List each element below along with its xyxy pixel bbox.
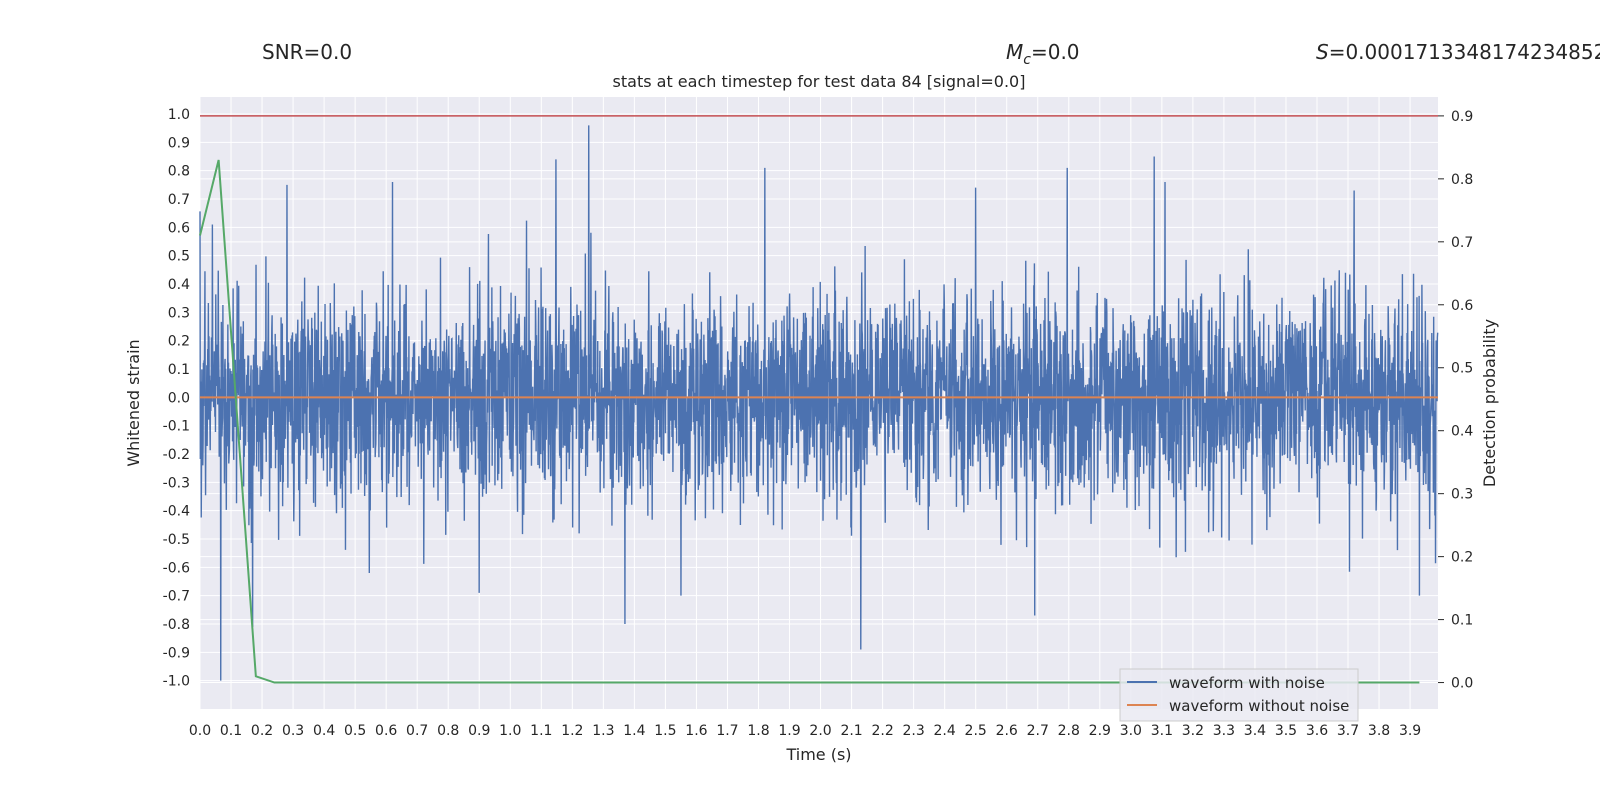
y-tick-label: -0.2 <box>163 447 190 463</box>
y-tick-label: 0.3 <box>168 305 190 321</box>
y-tick-label: -0.1 <box>163 419 190 435</box>
x-tick-label: 1.5 <box>654 723 676 739</box>
y-tick-label: 0.6 <box>168 220 190 236</box>
x-tick-label: 2.2 <box>871 723 893 739</box>
x-tick-label: 0.0 <box>189 723 211 739</box>
y2-tick-label: 0.1 <box>1451 613 1473 629</box>
y-tick-label: 0.9 <box>168 135 190 151</box>
x-tick-label: 3.2 <box>1182 723 1204 739</box>
x-tick-label: 1.0 <box>499 723 521 739</box>
x-tick-label: 2.4 <box>934 723 956 739</box>
y-tick-label: -0.7 <box>163 589 190 605</box>
x-tick-label: 3.9 <box>1399 723 1421 739</box>
y2-tick-label: 0.3 <box>1451 487 1473 503</box>
x-tick-label: 3.8 <box>1368 723 1390 739</box>
plot-marks <box>199 115 1439 684</box>
y2-tick-label: 0.5 <box>1451 361 1473 377</box>
x-tick-label: 0.5 <box>344 723 366 739</box>
x-tick-label: 0.7 <box>406 723 428 739</box>
x-tick-label: 1.7 <box>716 723 738 739</box>
y2-tick-label: 0.6 <box>1451 298 1473 314</box>
series-waveform-with-noise <box>199 125 1439 681</box>
x-tick-label: 1.3 <box>592 723 614 739</box>
x-tick-label: 1.9 <box>778 723 800 739</box>
s-stat-value: =0.00017133481742348523 <box>1328 40 1600 64</box>
legend-label-noise: waveform with noise <box>1169 674 1325 692</box>
y2-tick-label: 0.0 <box>1451 676 1473 692</box>
x-tick-label: 3.6 <box>1306 723 1328 739</box>
y-tick-label: 0.8 <box>168 164 190 180</box>
x-tick-label: 0.9 <box>468 723 490 739</box>
chirp-mass-symbol: M <box>1006 40 1024 64</box>
x-tick-label: 3.1 <box>1151 723 1173 739</box>
x-tick-label: 2.3 <box>903 723 925 739</box>
series-detection-probability <box>199 159 1420 684</box>
x-tick-label: 1.8 <box>747 723 769 739</box>
x-tick-label: 2.6 <box>996 723 1018 739</box>
y-axis: 1.0 0.9 0.8 0.7 0.6 0.5 0.4 0.3 0.2 0.1 0.0 -0.1 -0.… <box>163 107 190 690</box>
x-tick-label: 0.1 <box>220 723 242 739</box>
y-tick-label: 1.0 <box>168 107 190 123</box>
y-tick-label: -0.8 <box>163 617 190 633</box>
y2-tick-label: 0.8 <box>1451 172 1473 188</box>
chirp-mass-subscript: c <box>1023 52 1031 68</box>
y-tick-label: -0.3 <box>163 475 190 491</box>
x-tick-label: 2.0 <box>809 723 831 739</box>
y2-tick-label: 0.9 <box>1451 109 1473 125</box>
y-tick-label: 0.0 <box>168 390 190 406</box>
y-tick-label: 0.2 <box>168 334 190 350</box>
x-tick-label: 3.4 <box>1244 723 1266 739</box>
x-tick-label: 0.2 <box>251 723 273 739</box>
x-tick-label: 2.7 <box>1027 723 1049 739</box>
x-tick-label: 2.9 <box>1089 723 1111 739</box>
x-tick-label: 0.6 <box>375 723 397 739</box>
x-tick-label: 3.3 <box>1213 723 1235 739</box>
y-tick-label: -0.4 <box>163 504 190 520</box>
y-tick-label: -0.5 <box>163 532 190 548</box>
x-axis: 0.0 0.1 0.2 0.3 0.4 0.5 0.6 0.7 0.8 0.9 1.0 1.1 1.2 1… <box>189 723 1421 739</box>
y-tick-label: -0.6 <box>163 560 190 576</box>
legend-box <box>1119 668 1359 722</box>
x-tick-label: 0.8 <box>437 723 459 739</box>
y-tick-label: 0.7 <box>168 192 190 208</box>
x-tick-label: 1.4 <box>623 723 645 739</box>
x-tick-label: 3.5 <box>1275 723 1297 739</box>
legend: waveform with noise waveform without noi… <box>1119 668 1359 722</box>
grid <box>199 97 1438 709</box>
y2-tick-label: 0.2 <box>1451 550 1473 566</box>
chirp-mass-value: =0.0 <box>1030 40 1080 64</box>
x-axis-label: Time (s) <box>785 745 851 764</box>
x-tick-label: 3.0 <box>1120 723 1142 739</box>
y2-tick-label: 0.7 <box>1451 235 1473 251</box>
y2-axis: 0.9 0.8 0.7 0.6 0.5 0.4 0.3 0.2 0.1 0.0 <box>1438 109 1473 692</box>
x-tick-label: 2.8 <box>1058 723 1080 739</box>
snr-label: SNR=0.0 <box>262 40 353 64</box>
y-tick-label: 0.5 <box>168 249 190 265</box>
x-tick-label: 1.1 <box>530 723 552 739</box>
chirp-mass-label: Mc=0.0 <box>1006 40 1080 68</box>
y-tick-label: 0.1 <box>168 362 190 378</box>
s-stat-symbol: S <box>1316 40 1329 64</box>
chart-title: stats at each timestep for test data 84 … <box>613 72 1026 91</box>
x-tick-label: 1.6 <box>685 723 707 739</box>
x-tick-label: 0.4 <box>313 723 335 739</box>
y-tick-label: 0.4 <box>168 277 190 293</box>
y2-tick-label: 0.4 <box>1451 424 1473 440</box>
x-tick-label: 0.3 <box>282 723 304 739</box>
y2-axis-label: Detection probability <box>1480 319 1499 487</box>
x-tick-label: 2.1 <box>840 723 862 739</box>
legend-label-clean: waveform without noise <box>1169 697 1349 715</box>
x-tick-label: 1.2 <box>561 723 583 739</box>
x-tick-label: 2.5 <box>965 723 987 739</box>
y-tick-label: -0.9 <box>163 645 190 661</box>
y-tick-label: -1.0 <box>163 674 190 690</box>
s-stat-label: S=0.00017133481742348523 <box>1316 40 1600 64</box>
x-tick-label: 3.7 <box>1337 723 1359 739</box>
y-axis-label: Whitened strain <box>124 339 143 466</box>
